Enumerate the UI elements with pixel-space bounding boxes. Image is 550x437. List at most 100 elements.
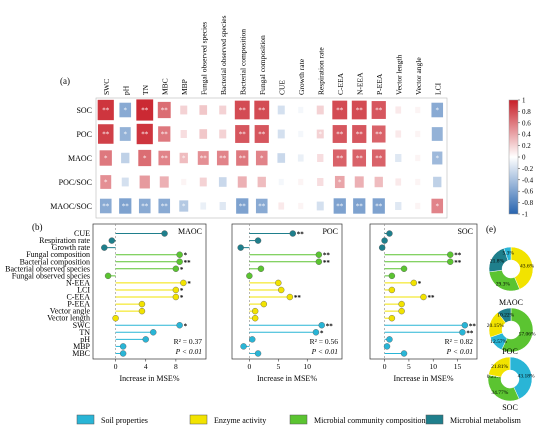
colorbar-tick-label: 0.4 [522, 131, 531, 139]
lollipop-dot [275, 279, 282, 287]
pie-title: POC [502, 347, 518, 356]
lollipop-dot [398, 307, 405, 315]
legend-swatch [425, 414, 444, 425]
significance-mark: * [319, 131, 323, 139]
significance-mark: ** [161, 155, 169, 163]
lollipop-dot [315, 251, 323, 258]
heatmap-column-label: Vector angle [414, 57, 423, 95]
lollipop-sig: ** [454, 259, 462, 267]
significance-mark: ** [239, 107, 247, 115]
lollipop-dot [388, 314, 396, 322]
predictor-label: Bacterial observed species [5, 264, 90, 273]
heatmap-cell [415, 130, 421, 138]
heatmap-column-label: Fungal composition [258, 35, 267, 95]
heatmap-cell [374, 176, 383, 188]
heatmap-cell [97, 124, 114, 144]
heatmap-cell [158, 198, 171, 214]
heatmap-cell [159, 176, 169, 188]
legend-label: Microbial metabolism [450, 416, 522, 425]
heatmap-cell [351, 100, 367, 120]
x-tick-label: 0 [383, 362, 387, 371]
lollipop-dot [161, 230, 168, 237]
panel-label-a: (a) [60, 76, 70, 86]
heatmap-column-label: SWC [102, 79, 111, 95]
lollipop-sig: * [320, 329, 324, 337]
lollipop-dot [289, 230, 296, 237]
pie-slice-label: 5.3% [503, 251, 515, 257]
significance-mark: * [436, 203, 440, 211]
lollipop-dot [386, 230, 393, 237]
heatmap-cell [234, 100, 250, 120]
pie-slice [501, 307, 534, 353]
heatmap-cell [415, 106, 421, 114]
lollipop-frame [369, 223, 478, 360]
lollipop-dot [312, 329, 320, 336]
heatmap-cell [139, 175, 150, 189]
colorbar-tick-label: -0.8 [522, 199, 534, 207]
predictor-label: Vector angle [50, 307, 91, 316]
lollipop-dot [410, 279, 417, 287]
x-tick-label: 0 [247, 362, 251, 371]
lollipop-title: POC [322, 227, 338, 236]
x-tick-label: 4 [144, 362, 148, 371]
heatmap-cell [431, 198, 444, 214]
significance-mark: ** [161, 107, 169, 115]
panel-label-e: (e) [486, 224, 496, 234]
significance-mark: ** [141, 203, 149, 211]
heatmap-column-label: Vector length [394, 55, 403, 95]
lollipop-dot [254, 237, 262, 244]
heatmap-column-label: pH [121, 85, 130, 95]
heatmap-cell [334, 175, 345, 189]
heatmap-cell [415, 202, 421, 210]
heatmap-cell [395, 130, 402, 138]
lollipop-sig: ** [466, 329, 474, 337]
lollipop-title: MAOC [178, 227, 202, 236]
heatmap-cell [136, 123, 153, 145]
predictor-label: Vector length [47, 314, 90, 323]
lollipop-dot [388, 272, 396, 280]
pie-slice-label: 21.8% [490, 258, 505, 264]
heatmap-cell [277, 153, 286, 163]
colorbar-tick-label: -1 [522, 211, 528, 219]
lollipop-dot [278, 286, 285, 294]
significance-mark: * [436, 107, 440, 115]
predictor-label: Respiration rate [39, 236, 90, 245]
significance-mark: * [338, 179, 342, 187]
significance-mark: ** [102, 203, 110, 211]
predictor-label: LCI [77, 285, 90, 294]
p-value: P < 0.01 [175, 347, 202, 356]
heatmap-cell [119, 127, 131, 141]
heatmap-cell [219, 105, 227, 115]
heatmap-cell [236, 150, 249, 166]
heatmap-cell [352, 149, 367, 167]
significance-mark: ** [356, 203, 364, 211]
lollipop-dot [447, 258, 454, 265]
lollipop-dot [176, 322, 183, 329]
pie-slice-label: 57.06% [519, 332, 536, 338]
significance-mark: * [104, 179, 108, 187]
significance-mark: ** [375, 107, 383, 115]
heatmap-column-label: CUE [277, 80, 286, 95]
lollipop-dot [286, 293, 294, 301]
heatmap-cell [158, 126, 171, 142]
heatmap-cell [372, 198, 385, 214]
lollipop-dot [251, 307, 259, 315]
lollipop-frame [231, 223, 343, 360]
heatmap-colorbar: 1 0.8 0.6 0.4 0.2 0 -0.2 -0.4 -0.6 -0.8 -1 [508, 97, 534, 219]
heatmap-cell [236, 198, 249, 214]
lollipop-dot [108, 237, 116, 244]
pie-panels: 43.6% 29.3% 21.8%5.3% 57.06% 12.57% 20.15% 10.… [487, 246, 536, 412]
legend-label: Enzyme activity [214, 416, 266, 425]
heatmap-cell [316, 105, 324, 115]
heatmap-cell [371, 149, 386, 167]
legend-swatch [289, 414, 308, 425]
lollipop-dot [119, 343, 127, 350]
heatmap-cell [354, 176, 364, 188]
group-legend: Soil properties Enzyme activity Microbial … [76, 414, 522, 425]
lollipop-dot [318, 322, 325, 329]
r-squared: R² = 0.56 [310, 337, 339, 346]
significance-mark: ** [258, 131, 266, 139]
lollipop-dot [119, 350, 127, 357]
heatmap-row-label: MAOC [68, 154, 92, 163]
